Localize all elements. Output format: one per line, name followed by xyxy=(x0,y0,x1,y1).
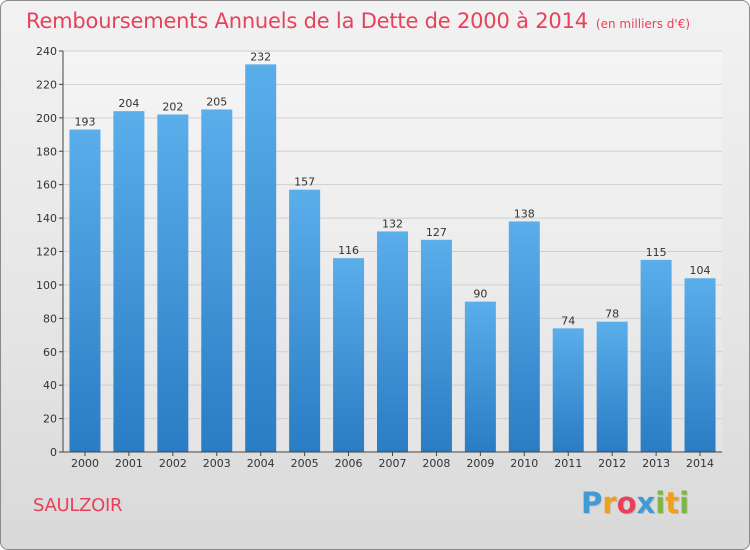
y-tick-label: 180 xyxy=(36,145,57,158)
bar-2000 xyxy=(69,129,101,452)
bar-value-label: 138 xyxy=(514,207,535,220)
bar-value-label: 90 xyxy=(473,288,487,301)
data-labels: 193 204 202 205 232 157 116 132 127 90 138 74 78 115 1… xyxy=(74,50,710,327)
bar-value-label: 127 xyxy=(426,226,447,239)
x-tick-label: 2002 xyxy=(159,457,187,470)
bar-value-label: 115 xyxy=(646,246,667,259)
bar-2014 xyxy=(684,278,716,452)
bar-2007 xyxy=(377,231,408,452)
chart-title-block: Remboursements Annuels de la Dette de 20… xyxy=(26,9,690,33)
bar-value-label: 74 xyxy=(561,314,575,327)
x-tick-label: 2007 xyxy=(379,457,407,470)
x-tick-label: 2013 xyxy=(642,457,670,470)
y-tick-label: 20 xyxy=(43,413,57,426)
bar-2009 xyxy=(464,301,496,452)
logo-letter: i xyxy=(655,486,666,520)
chart-title: Remboursements Annuels de la Dette de 20… xyxy=(26,9,588,33)
bar-value-label: 78 xyxy=(605,308,619,321)
y-tick-label: 240 xyxy=(36,45,57,58)
x-tick-label: 2003 xyxy=(203,457,231,470)
bar-2012 xyxy=(596,321,628,452)
x-tick-label: 2000 xyxy=(71,457,99,470)
bars xyxy=(69,64,716,453)
bar-2006 xyxy=(333,258,365,452)
bar-2004 xyxy=(245,64,277,452)
bar-value-label: 204 xyxy=(118,97,139,110)
bar-2008 xyxy=(420,239,452,452)
bar-2002 xyxy=(157,114,189,452)
bar-value-label: 232 xyxy=(250,50,271,63)
bar-value-label: 104 xyxy=(690,264,711,277)
x-tick-label: 2001 xyxy=(115,457,143,470)
y-tick-label: 100 xyxy=(36,279,57,292)
y-tick-label: 0 xyxy=(50,446,57,459)
y-tick-label: 60 xyxy=(43,346,57,359)
logo-letter: o xyxy=(616,486,637,520)
bar-value-label: 202 xyxy=(162,100,183,113)
x-tick-label: 2006 xyxy=(335,457,363,470)
y-tick-label: 220 xyxy=(36,78,57,91)
bar-2005 xyxy=(289,189,321,452)
x-tick-label: 2009 xyxy=(466,457,494,470)
bar-value-label: 205 xyxy=(206,95,227,108)
x-axis: 2000 2001 2002 2003 2004 2005 2006 2007 2008 2009… xyxy=(63,451,722,470)
x-tick-label: 2012 xyxy=(598,457,626,470)
y-tick-label: 160 xyxy=(36,179,57,192)
bar-2013 xyxy=(640,259,672,452)
x-tick-label: 2011 xyxy=(554,457,582,470)
y-axis: 0 20 40 60 80 100 120 140 160 180 200 220 240 xyxy=(36,45,64,459)
bar-value-label: 193 xyxy=(74,116,95,129)
chart-units: (en milliers d'€) xyxy=(595,17,691,31)
y-tick-label: 200 xyxy=(36,112,57,125)
bar-value-label: 132 xyxy=(382,217,403,230)
bar-2011 xyxy=(552,328,584,452)
bar-2010 xyxy=(508,221,540,452)
y-tick-label: 120 xyxy=(36,246,57,259)
logo-letter: P xyxy=(581,486,603,520)
x-tick-label: 2008 xyxy=(422,457,450,470)
x-tick-label: 2005 xyxy=(291,457,319,470)
logo-letter: r xyxy=(602,486,617,520)
y-tick-label: 80 xyxy=(43,312,57,325)
bar-2001 xyxy=(113,111,145,453)
y-tick-label: 40 xyxy=(43,379,57,392)
bar-2003 xyxy=(201,109,233,453)
logo-letter: i xyxy=(679,486,690,520)
y-tick-label: 140 xyxy=(36,212,57,225)
x-tick-label: 2004 xyxy=(247,457,275,470)
location-label: SAULZOIR xyxy=(33,495,123,516)
bar-value-label: 116 xyxy=(338,244,359,257)
x-tick-label: 2010 xyxy=(510,457,538,470)
proxiti-logo: Proxiti xyxy=(581,486,689,520)
x-tick-label: 2014 xyxy=(686,457,714,470)
bar-value-label: 157 xyxy=(294,176,315,189)
logo-letter: x xyxy=(636,486,656,520)
logo-letter: t xyxy=(665,486,680,520)
